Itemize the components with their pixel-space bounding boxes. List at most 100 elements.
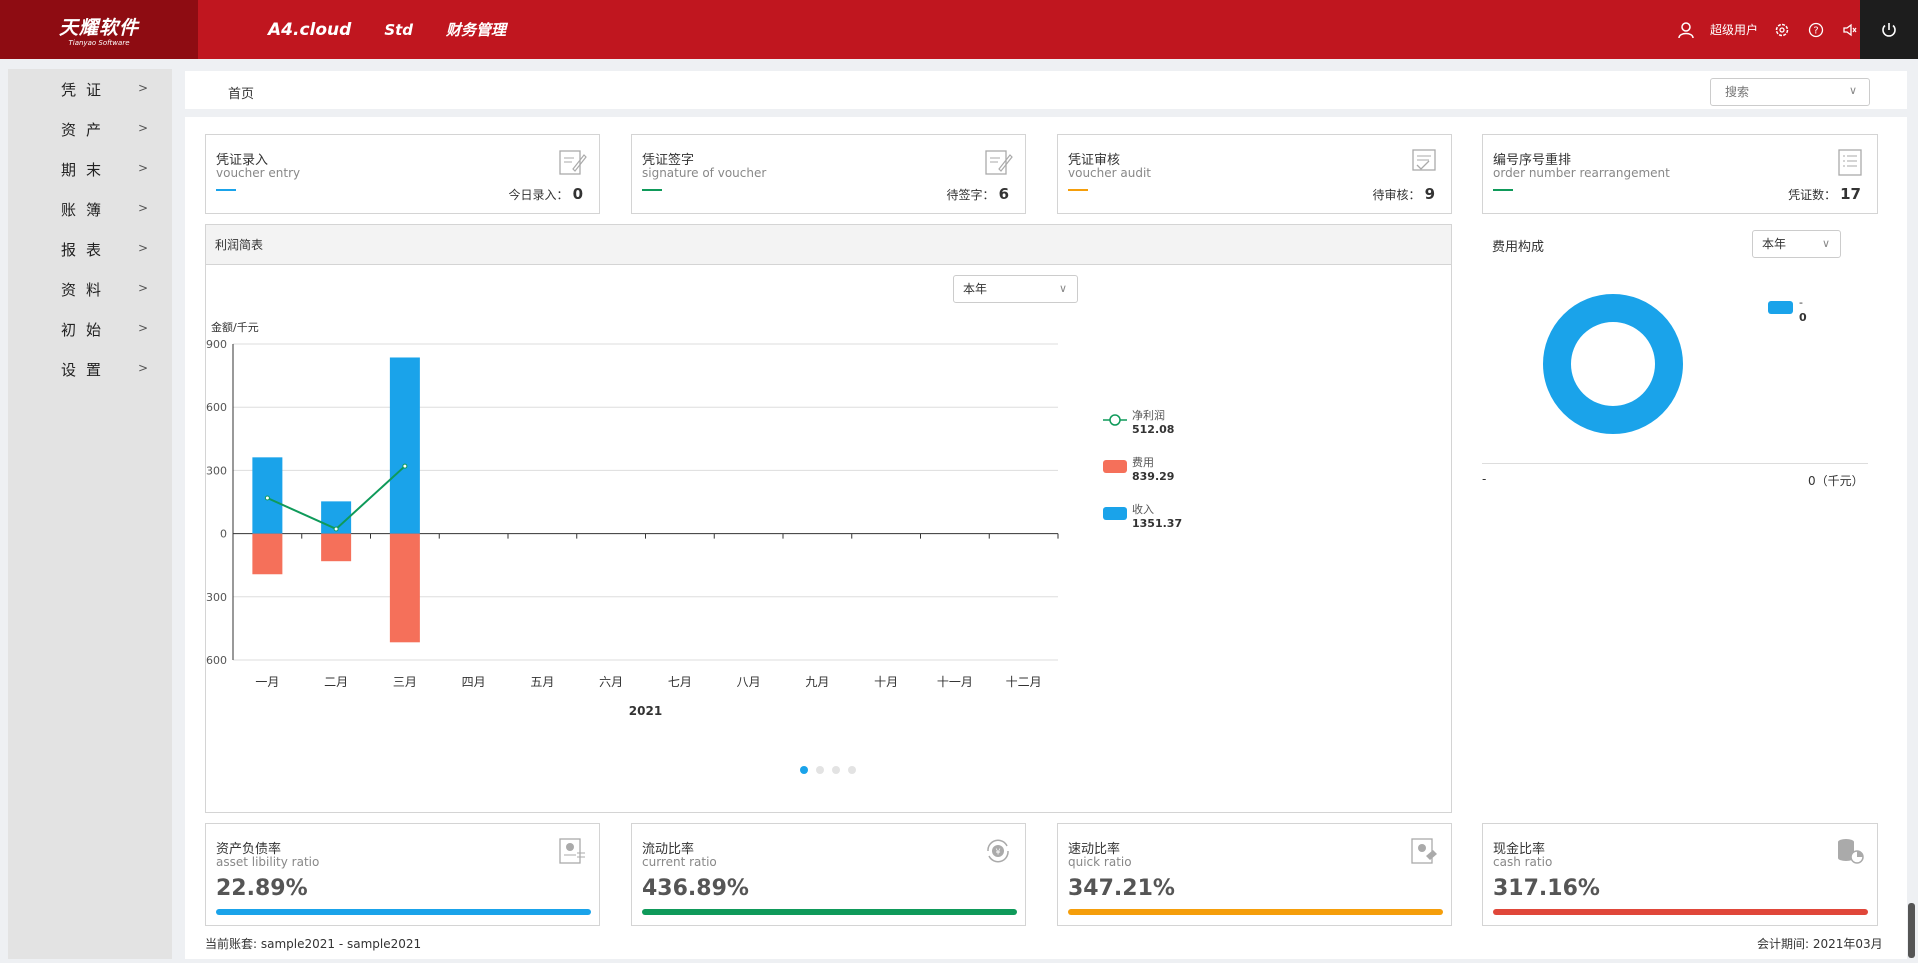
settings-icon[interactable]: [1772, 20, 1792, 40]
point-净利润: [333, 526, 339, 532]
card-number-rearrange[interactable]: 编号序号重排 order number rearrangement 凭证数： 17: [1482, 134, 1878, 214]
help-icon[interactable]: ?: [1806, 20, 1826, 40]
chevron-right-icon: >: [137, 361, 148, 375]
chevron-down-icon: ∨: [1848, 84, 1857, 97]
card-title: 资产负债率: [216, 842, 282, 857]
fee-footer-value: 0（千元）: [1808, 474, 1864, 488]
x-tick-label: 九月: [805, 675, 829, 689]
pager-dot[interactable]: [800, 766, 808, 774]
chart-period-value: 本年: [963, 282, 988, 296]
sidebar-item-reports[interactable]: 报表 >: [8, 229, 172, 269]
chevron-right-icon: >: [137, 201, 148, 215]
sidebar-item-label: 资产: [61, 120, 112, 139]
footer-account-set: 当前账套: sample2021 - sample2021: [205, 937, 422, 951]
logout-button[interactable]: [1860, 0, 1918, 59]
sidebar-item-ledgers[interactable]: 账簿 >: [8, 189, 172, 229]
legend-value: 512.08: [1132, 423, 1174, 436]
balance-sheet-icon: [559, 838, 585, 864]
search-select[interactable]: ∨: [1710, 78, 1870, 106]
breadcrumb-bar: 首页 ∨: [185, 71, 1907, 109]
card-count: 凭证数： 17: [1788, 185, 1861, 203]
nav-std[interactable]: Std: [384, 20, 414, 39]
search-input[interactable]: [1725, 79, 1845, 105]
pager-dot[interactable]: [832, 766, 840, 774]
card-voucher-signature[interactable]: 凭证签字 signature of voucher 待签字： 6: [631, 134, 1026, 214]
pager-dot[interactable]: [848, 766, 856, 774]
legend-marker: [1109, 414, 1121, 426]
card-count-value: 17: [1840, 185, 1861, 203]
sidebar-item-label: 期末: [61, 160, 112, 179]
legend-value: 1351.37: [1132, 517, 1182, 530]
card-count-value: 0: [572, 185, 583, 203]
fee-legend-value: 0: [1799, 311, 1807, 324]
nav-a4cloud[interactable]: A4.cloud: [268, 19, 352, 40]
ratio-value: 436.89%: [642, 876, 749, 901]
bar-费用: [321, 533, 352, 562]
card-quick-ratio[interactable]: 速动比率 quick ratio 347.21%: [1057, 823, 1452, 926]
card-count-label: 凭证数：: [1788, 188, 1837, 202]
chevron-right-icon: >: [137, 161, 148, 175]
card-accent-bar: [216, 189, 236, 191]
logo-main-text: 天耀软件: [58, 16, 139, 39]
x-tick-label: 七月: [668, 675, 692, 689]
user-name[interactable]: 超级用户: [1709, 23, 1758, 37]
legend-value: 839.29: [1132, 470, 1174, 483]
top-header: 天耀软件 Tianyao Software A4.cloud Std 财务管理 …: [0, 0, 1918, 59]
scrollbar-thumb[interactable]: [1908, 903, 1915, 958]
card-asset-liability-ratio[interactable]: 资产负债率 asset libility ratio 22.89%: [205, 823, 600, 926]
legend-swatch: [1103, 507, 1127, 520]
breadcrumb-home[interactable]: 首页: [228, 87, 255, 102]
ratio-value: 22.89%: [216, 876, 308, 901]
chevron-down-icon: ∨: [1058, 282, 1067, 295]
x-tick-label: 一月: [255, 675, 279, 689]
chart-period-select[interactable]: 本年 ∨: [953, 275, 1078, 303]
card-title: 编号序号重排: [1493, 153, 1572, 168]
sidebar-item-initial[interactable]: 初始 >: [8, 309, 172, 349]
sidebar-item-label: 资料: [61, 280, 112, 299]
sidebar-item-label: 报表: [61, 240, 112, 259]
sidebar-item-master-data[interactable]: 资料 >: [8, 269, 172, 309]
card-count: 待签字： 6: [947, 185, 1009, 203]
fee-period-select[interactable]: 本年 ∨: [1752, 230, 1841, 258]
user-icon[interactable]: [1676, 20, 1696, 40]
legend-swatch: [1103, 460, 1127, 473]
footer-period: 会计期间: 2021年03月: [1757, 937, 1883, 951]
sidebar-item-settings[interactable]: 设置 >: [8, 349, 172, 389]
logo[interactable]: 天耀软件 Tianyao Software: [0, 0, 198, 59]
card-accent-bar: [1068, 189, 1088, 191]
card-subtitle: current ratio: [642, 855, 717, 869]
card-current-ratio[interactable]: 流动比率 current ratio 436.89% ¥: [631, 823, 1026, 926]
card-voucher-entry[interactable]: 凭证录入 voucher entry 今日录入： 0: [205, 134, 600, 214]
point-净利润: [264, 495, 270, 501]
sidebar-item-assets[interactable]: 资产 >: [8, 109, 172, 149]
nav-finance[interactable]: 财务管理: [446, 21, 507, 39]
card-subtitle: voucher audit: [1068, 166, 1151, 180]
card-title: 凭证签字: [642, 153, 695, 168]
ratio-progress-bar: [642, 909, 1017, 915]
ratio-value: 347.21%: [1068, 876, 1175, 901]
currency-cycle-icon: ¥: [987, 839, 1009, 863]
card-count: 待审核： 9: [1373, 185, 1435, 203]
fee-legend-swatch[interactable]: [1768, 301, 1793, 314]
top-nav: A4.cloud Std 财务管理: [268, 0, 506, 59]
sound-icon[interactable]: [1840, 20, 1860, 40]
y-tick-label: 600: [206, 654, 227, 667]
card-voucher-audit[interactable]: 凭证审核 voucher audit 待审核： 9: [1057, 134, 1452, 214]
x-tick-label: 二月: [324, 675, 348, 689]
card-subtitle: signature of voucher: [642, 166, 767, 180]
card-title: 凭证审核: [1068, 153, 1121, 168]
card-count-label: 今日录入：: [508, 188, 569, 202]
sidebar-item-label: 账簿: [61, 200, 112, 219]
y-axis-title: 金额/千元: [211, 320, 259, 334]
sidebar-item-voucher[interactable]: 凭证 >: [8, 69, 172, 109]
bar-费用: [389, 533, 420, 643]
sidebar: 凭证 > 资产 > 期末 > 账簿 > 报表 > 资料 > 初始 > 设置 >: [8, 69, 172, 959]
card-cash-ratio[interactable]: 现金比率 cash ratio 317.16%: [1482, 823, 1878, 926]
pager-dot[interactable]: [816, 766, 824, 774]
legend-label: 费用: [1132, 456, 1154, 469]
legend-label: 收入: [1132, 502, 1154, 516]
x-tick-label: 六月: [599, 675, 623, 689]
sidebar-item-period-end[interactable]: 期末 >: [8, 149, 172, 189]
x-tick-label: 八月: [737, 675, 761, 689]
card-count: 今日录入： 0: [509, 185, 583, 203]
